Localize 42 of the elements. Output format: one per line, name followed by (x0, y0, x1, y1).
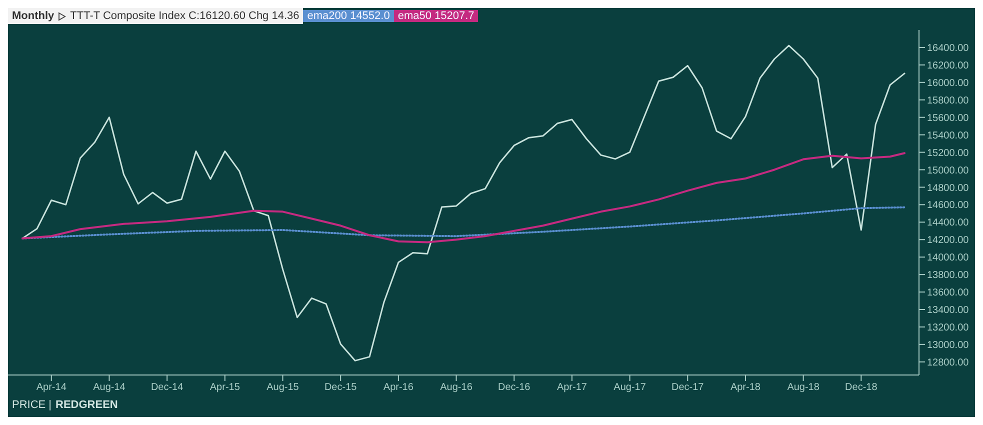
y-tick-label: 14000.00 (927, 252, 970, 264)
line-series (21, 152, 906, 244)
y-tick-label: 15400.00 (927, 130, 970, 142)
y-tick-label: 14800.00 (927, 182, 970, 194)
y-tick-label: 15600.00 (927, 112, 970, 124)
x-tick-label: Dec-16 (498, 382, 531, 394)
y-tick-label: 14200.00 (927, 235, 970, 246)
x-tick-label: Apr-16 (383, 382, 414, 394)
y-tick-label: 15000.00 (927, 165, 970, 176)
y-tick-label: 14400.00 (927, 218, 970, 229)
x-tick-label: Aug-15 (266, 382, 300, 394)
x-tick-label: Apr-18 (730, 382, 761, 394)
x-tick-label: Aug-16 (440, 382, 473, 394)
y-tick-label: 15200.00 (927, 148, 970, 159)
y-tick-label: 14600.00 (927, 200, 970, 212)
x-tick-label: Aug-17 (614, 382, 646, 394)
x-tick-label: Apr-14 (36, 382, 67, 394)
x-tick-label: Dec-15 (324, 382, 358, 394)
y-tick-label: 13200.00 (927, 322, 970, 334)
x-tick-label: Apr-17 (556, 382, 588, 394)
text: ema50 15207.7 (394, 10, 478, 22)
chart-title: Monthly (12, 10, 54, 22)
x-tick-label: Apr-15 (210, 382, 240, 394)
text: PRICE | (12, 399, 52, 411)
y-tick-label: 13000.00 (927, 340, 970, 351)
x-tick-label: Aug-18 (787, 382, 820, 394)
chart-subtitle: TTT-T Composite Index C:16120.60 Chg 14.36 (70, 10, 300, 22)
y-tick-label: 15800.00 (927, 95, 970, 106)
line-series (22, 44, 906, 362)
text: REDGREEN (56, 399, 118, 411)
y-tick-label: 16400.00 (927, 43, 970, 54)
y-tick-label: 13600.00 (927, 288, 970, 299)
y-tick-label: 16000.00 (927, 78, 970, 89)
x-tick-label: Dec-14 (150, 382, 184, 394)
y-tick-label: 16200.00 (927, 60, 970, 72)
y-tick-label: 13800.00 (927, 270, 970, 282)
text: ema200 14552.0 (303, 10, 394, 22)
x-tick-label: Dec-18 (845, 382, 878, 394)
x-tick-label: Aug-14 (93, 382, 126, 394)
y-tick-label: 13400.00 (927, 305, 970, 316)
y-tick-label: 12800.00 (927, 357, 970, 368)
x-tick-label: Dec-17 (672, 382, 704, 394)
